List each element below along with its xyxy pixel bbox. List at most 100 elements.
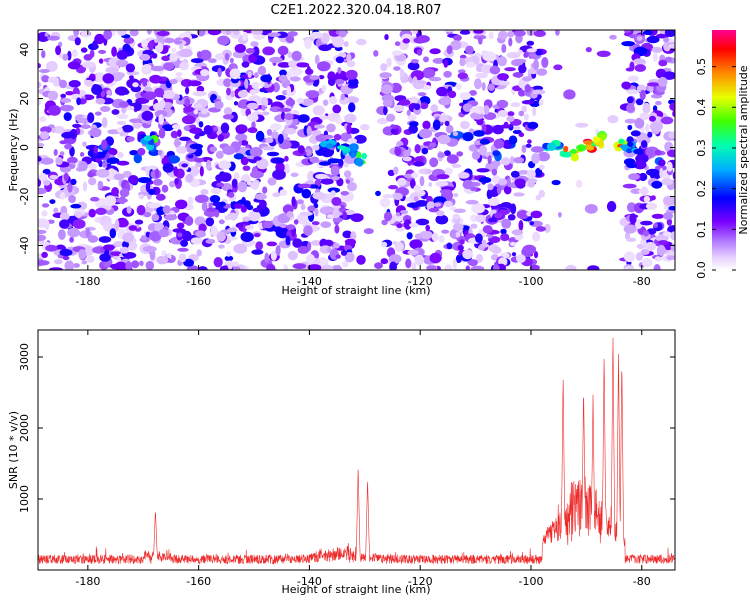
spectrogram-cell [72, 123, 82, 128]
spectrogram-y-tick-label: -20 [18, 188, 31, 206]
spectrogram-cell [475, 233, 483, 243]
spectrogram-cell [531, 89, 546, 95]
spectrogram-cell [129, 106, 135, 111]
spectrogram-cell [102, 73, 115, 84]
spectrogram-cell [38, 173, 48, 182]
spectrogram-cell [141, 39, 149, 49]
spectrogram-cell [149, 251, 156, 261]
spectrogram-cell [459, 30, 471, 35]
spectrogram-cell [445, 124, 454, 134]
spectrogram-cell [421, 147, 429, 155]
spectrogram-cell [443, 70, 452, 78]
spectrogram-cell [235, 133, 248, 142]
spectrogram-cell [417, 92, 427, 97]
spectrogram-cell [47, 90, 59, 101]
spectrogram-cell [271, 131, 279, 140]
spectrogram-cell [626, 202, 637, 213]
spectrogram-cell [513, 192, 525, 197]
spectrogram-cell [226, 227, 238, 233]
spectrogram-cell [432, 202, 442, 207]
snr-y-axis-label: SNR (10 * v/v) [7, 411, 20, 489]
spectrogram-cell [224, 53, 230, 61]
spectrogram-cell [457, 72, 469, 80]
snr-y-tick-label: 1000 [18, 485, 31, 513]
spectrogram-cell [156, 30, 170, 37]
spectrogram-cell [340, 249, 348, 256]
spectrogram-cell [500, 124, 512, 129]
spectrogram-panel: -180 -160 -140 -120 -100 -80 -40 -20 0 20 40 Heigh… [7, 29, 676, 297]
spectrogram-cell [200, 69, 209, 77]
spectrogram-cell [306, 65, 311, 75]
spectrogram-cell [431, 232, 439, 242]
spectrogram-cell [312, 144, 320, 151]
spectrogram-cell [210, 225, 218, 235]
spectrogram-cell [435, 214, 449, 225]
spectrogram-cell [379, 72, 392, 79]
spectrogram-cell [229, 213, 238, 220]
spectrogram-cell [76, 97, 81, 106]
spectrogram-cell [399, 68, 405, 78]
spectrogram-cell [155, 168, 160, 179]
spectrogram-cell [289, 67, 303, 76]
spectrogram-cell [103, 244, 115, 251]
spectrogram-cell [297, 145, 305, 154]
spectrogram-cell [666, 255, 675, 261]
spectrogram-cell [400, 210, 409, 214]
spectrogram-cell [428, 182, 433, 187]
spectrogram-cell [587, 265, 600, 270]
spectrogram-cell [70, 203, 82, 209]
spectrogram-cell [516, 254, 526, 263]
spectrogram-cell [555, 30, 560, 36]
spectrogram-cell [521, 105, 527, 113]
spectrogram-cell [214, 100, 224, 110]
spectrogram-cell [158, 114, 164, 125]
spectrogram-cell [565, 264, 577, 270]
spectrogram-cell [219, 172, 232, 183]
spectrogram-cell [277, 62, 292, 68]
spectrogram-cell [526, 40, 535, 46]
spectrogram-hotspot [488, 218, 495, 223]
spectrogram-cell [85, 227, 91, 238]
spectrogram-cell [346, 123, 352, 135]
spectrogram-cell [270, 123, 282, 131]
spectrogram-cell [534, 167, 543, 178]
spectrogram-cell [481, 82, 486, 91]
spectrogram-cell [340, 191, 349, 196]
spectrogram-cell [529, 221, 535, 226]
spectrogram-cell [410, 59, 419, 64]
spectrogram-cell [297, 245, 310, 254]
spectrogram-cell [347, 138, 358, 144]
spectrogram-cell [375, 190, 381, 197]
spectrogram-cell [164, 214, 178, 221]
spectrogram-cell [286, 224, 296, 230]
spectrogram-cell [333, 242, 340, 249]
spectrogram-cell [43, 179, 51, 186]
spectrogram-cell [173, 166, 179, 177]
spectrogram-cell [252, 207, 263, 213]
spectrogram-cell [286, 211, 294, 218]
spectrogram-cell [448, 90, 457, 99]
spectrogram-cell [119, 246, 129, 254]
spectrogram-hotspot [233, 203, 243, 209]
spectrogram-cell [415, 218, 430, 226]
spectrogram-cell [176, 146, 187, 154]
spectrogram-cell [44, 220, 50, 230]
spectrogram-cell [309, 31, 323, 39]
spectrogram-cell [655, 100, 662, 106]
spectrogram-cell [381, 219, 388, 226]
spectrogram-cell [347, 181, 357, 192]
spectrogram-cell [208, 58, 217, 64]
spectrogram-cell [156, 255, 169, 265]
spectrogram-cell [649, 115, 656, 122]
spectrogram-cell [470, 223, 478, 229]
spectrogram-cell [474, 78, 482, 90]
spectrogram-cell [230, 90, 236, 98]
spectrogram-cell [277, 107, 292, 112]
spectrogram-cell [183, 258, 195, 267]
snr-x-tick-label: -80 [633, 575, 651, 588]
spectrogram-cell [392, 192, 403, 200]
spectrogram-cell [213, 126, 218, 131]
spectrogram-cell [437, 152, 446, 158]
spectrogram-cell [326, 123, 336, 133]
spectrogram-cell [242, 31, 248, 41]
